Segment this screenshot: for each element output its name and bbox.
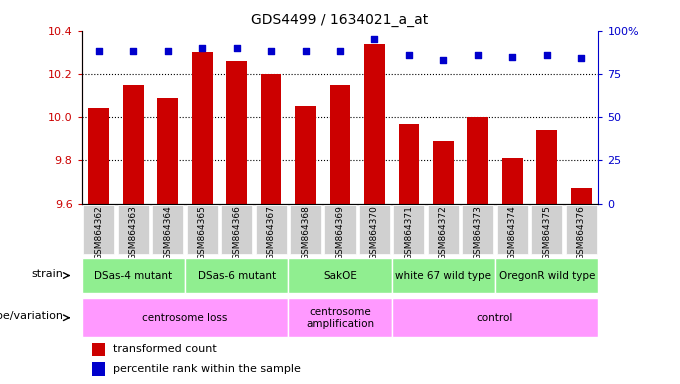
Text: percentile rank within the sample: percentile rank within the sample bbox=[113, 364, 301, 374]
Text: GSM864376: GSM864376 bbox=[577, 205, 585, 260]
Text: genotype/variation: genotype/variation bbox=[0, 311, 64, 321]
Point bbox=[93, 48, 104, 55]
Bar bbox=[192, 52, 213, 204]
FancyBboxPatch shape bbox=[394, 205, 424, 254]
FancyBboxPatch shape bbox=[531, 205, 562, 254]
FancyBboxPatch shape bbox=[428, 205, 459, 254]
Bar bbox=[123, 85, 143, 204]
Bar bbox=[226, 61, 247, 204]
Bar bbox=[92, 343, 105, 356]
FancyBboxPatch shape bbox=[82, 258, 185, 293]
FancyBboxPatch shape bbox=[152, 205, 183, 254]
Bar bbox=[260, 74, 282, 204]
Bar bbox=[157, 98, 178, 204]
FancyBboxPatch shape bbox=[187, 205, 218, 254]
Bar bbox=[537, 130, 557, 204]
Text: GSM864370: GSM864370 bbox=[370, 205, 379, 260]
Point bbox=[335, 48, 345, 55]
FancyBboxPatch shape bbox=[288, 258, 392, 293]
FancyBboxPatch shape bbox=[288, 298, 392, 337]
Point bbox=[369, 36, 380, 42]
Point bbox=[197, 45, 207, 51]
Point bbox=[128, 48, 139, 55]
Bar bbox=[295, 106, 316, 204]
Point bbox=[266, 48, 277, 55]
Text: GSM864375: GSM864375 bbox=[542, 205, 551, 260]
Point bbox=[541, 52, 552, 58]
FancyBboxPatch shape bbox=[497, 205, 528, 254]
Text: SakOE: SakOE bbox=[323, 270, 357, 281]
Text: GSM864365: GSM864365 bbox=[198, 205, 207, 260]
Text: OregonR wild type: OregonR wild type bbox=[498, 270, 595, 281]
Text: white 67 wild type: white 67 wild type bbox=[395, 270, 492, 281]
Bar bbox=[398, 124, 420, 204]
FancyBboxPatch shape bbox=[392, 298, 598, 337]
FancyBboxPatch shape bbox=[566, 205, 596, 254]
Text: GSM864374: GSM864374 bbox=[508, 205, 517, 260]
Bar bbox=[467, 117, 488, 204]
Text: strain: strain bbox=[32, 269, 64, 279]
Text: GSM864369: GSM864369 bbox=[335, 205, 345, 260]
FancyBboxPatch shape bbox=[84, 205, 114, 254]
Bar bbox=[364, 44, 385, 204]
Point bbox=[403, 52, 414, 58]
Bar bbox=[502, 158, 523, 204]
Point bbox=[473, 52, 483, 58]
FancyBboxPatch shape bbox=[82, 298, 288, 337]
Text: transformed count: transformed count bbox=[113, 344, 216, 354]
Text: GSM864364: GSM864364 bbox=[163, 205, 172, 260]
Text: GSM864367: GSM864367 bbox=[267, 205, 275, 260]
Text: centrosome loss: centrosome loss bbox=[142, 313, 228, 323]
FancyBboxPatch shape bbox=[185, 258, 288, 293]
Bar bbox=[571, 189, 592, 204]
Text: DSas-6 mutant: DSas-6 mutant bbox=[198, 270, 275, 281]
Text: control: control bbox=[477, 313, 513, 323]
Title: GDS4499 / 1634021_a_at: GDS4499 / 1634021_a_at bbox=[252, 13, 428, 27]
Text: GSM864363: GSM864363 bbox=[129, 205, 138, 260]
Text: centrosome
amplification: centrosome amplification bbox=[306, 307, 374, 329]
Point bbox=[163, 48, 173, 55]
Text: GSM864372: GSM864372 bbox=[439, 205, 448, 260]
FancyBboxPatch shape bbox=[392, 258, 495, 293]
Point bbox=[231, 45, 242, 51]
Bar bbox=[88, 109, 109, 204]
Text: GSM864368: GSM864368 bbox=[301, 205, 310, 260]
Bar bbox=[92, 362, 105, 376]
Bar bbox=[330, 85, 350, 204]
Text: GSM864373: GSM864373 bbox=[473, 205, 482, 260]
FancyBboxPatch shape bbox=[290, 205, 321, 254]
Point bbox=[300, 48, 311, 55]
Text: GSM864371: GSM864371 bbox=[405, 205, 413, 260]
FancyBboxPatch shape bbox=[495, 258, 598, 293]
Bar bbox=[433, 141, 454, 204]
Point bbox=[576, 55, 587, 61]
Text: DSas-4 mutant: DSas-4 mutant bbox=[95, 270, 172, 281]
Point bbox=[438, 57, 449, 63]
Text: GSM864366: GSM864366 bbox=[232, 205, 241, 260]
FancyBboxPatch shape bbox=[359, 205, 390, 254]
Text: GSM864362: GSM864362 bbox=[95, 205, 103, 260]
FancyBboxPatch shape bbox=[462, 205, 493, 254]
FancyBboxPatch shape bbox=[256, 205, 286, 254]
FancyBboxPatch shape bbox=[324, 205, 356, 254]
FancyBboxPatch shape bbox=[221, 205, 252, 254]
Point bbox=[507, 53, 517, 60]
FancyBboxPatch shape bbox=[118, 205, 149, 254]
